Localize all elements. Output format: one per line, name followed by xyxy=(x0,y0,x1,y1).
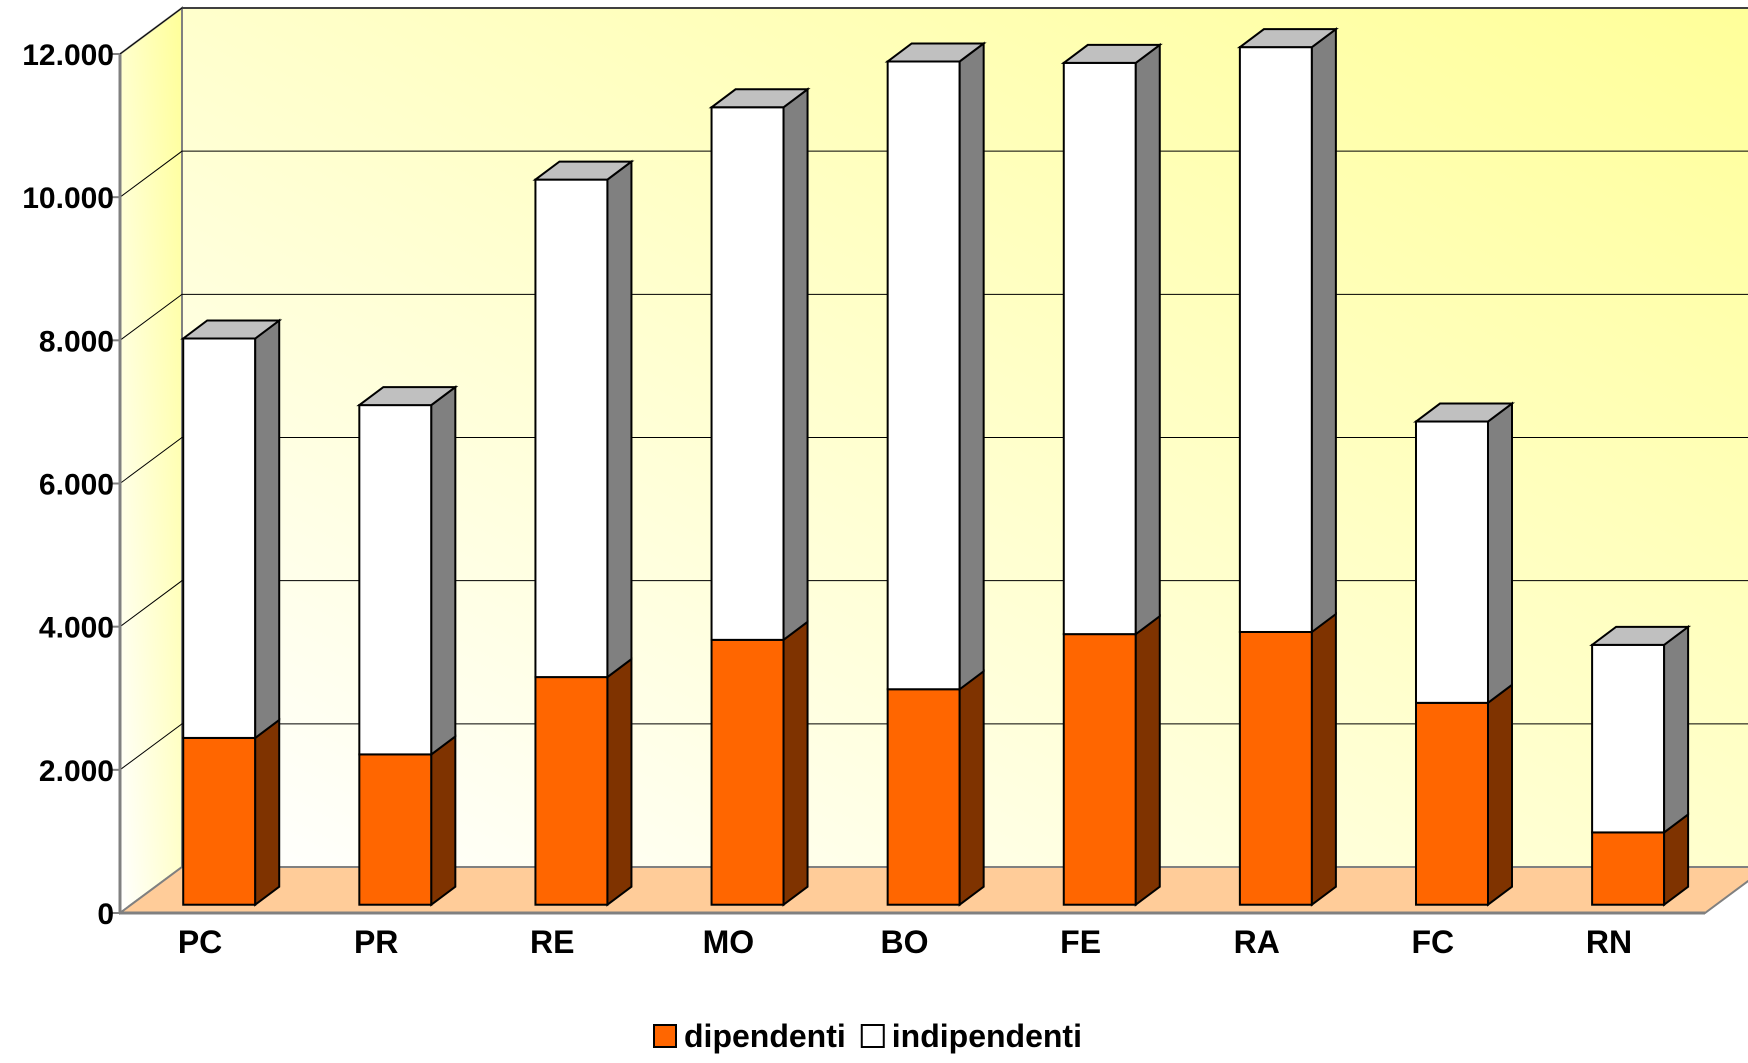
bars xyxy=(180,27,1692,907)
bar-RA xyxy=(1236,27,1339,907)
bar-segment-BO-indipendenti xyxy=(886,60,961,691)
bar-top-RE xyxy=(532,160,635,181)
bar-segment-PR-dipendenti xyxy=(358,753,433,906)
gridline-5 xyxy=(119,150,1748,198)
y-tick-label-2: 4.000 xyxy=(39,612,114,645)
bar-RN xyxy=(1589,624,1692,907)
bar-side-RA-indipendenti xyxy=(1310,27,1337,634)
bar-side-FC-dipendenti xyxy=(1486,682,1513,907)
bar-segment-RN-dipendenti xyxy=(1591,831,1666,906)
bar-side-FE-indipendenti xyxy=(1134,42,1161,637)
bar-segment-PR-indipendenti xyxy=(358,404,433,756)
legend: dipendenti indipendenti xyxy=(653,1018,1082,1054)
gridline-6 xyxy=(119,7,1748,55)
x-label-PR: PR xyxy=(354,924,398,960)
bar-top-PR xyxy=(356,386,459,407)
bar-side-PC-indipendenti xyxy=(254,318,281,740)
bar-FE xyxy=(1060,42,1163,907)
y-tick-label-5: 10.000 xyxy=(22,182,114,215)
bar-FC xyxy=(1412,401,1515,907)
bar-side-FC-indipendenti xyxy=(1486,401,1513,705)
bar-segment-RA-dipendenti xyxy=(1238,630,1313,906)
gridlines xyxy=(119,7,1748,771)
x-label-RN: RN xyxy=(1586,924,1632,960)
bar-side-BO-dipendenti xyxy=(958,669,985,907)
bar-side-RE-indipendenti xyxy=(606,159,633,680)
bar-side-FE-dipendenti xyxy=(1134,614,1161,907)
bar-top-FC xyxy=(1412,402,1515,423)
bar-MO xyxy=(708,87,811,907)
bar-side-RA-dipendenti xyxy=(1310,611,1337,907)
bar-side-MO-indipendenti xyxy=(782,87,809,642)
y-tick-label-6: 12.000 xyxy=(22,39,114,72)
bar-side-PC-dipendenti xyxy=(254,717,281,907)
bar-side-PR-indipendenti xyxy=(430,385,457,757)
bar-side-MO-dipendenti xyxy=(782,619,809,907)
x-label-FC: FC xyxy=(1412,924,1455,960)
bar-segment-FC-indipendenti xyxy=(1414,420,1489,704)
bar-top-PC xyxy=(180,319,283,340)
legend-label-dipendenti: dipendenti xyxy=(684,1018,846,1054)
y-tick-label-4: 8.000 xyxy=(39,325,114,358)
y-axis-ticks: 0 2.000 4.000 6.000 8.000 10.000 12.000 xyxy=(22,39,120,931)
bar-segment-MO-indipendenti xyxy=(710,106,785,641)
bar-segment-PC-indipendenti xyxy=(182,337,257,739)
bar-segment-RE-indipendenti xyxy=(534,178,609,679)
legend-swatch-indipendenti xyxy=(860,1024,885,1048)
bar-segment-FC-dipendenti xyxy=(1414,701,1489,906)
bar-top-BO xyxy=(884,42,987,63)
gridline-2 xyxy=(119,580,1748,628)
gridline-3 xyxy=(119,437,1748,484)
bar-top-MO xyxy=(708,88,811,109)
bar-top-FE xyxy=(1060,43,1163,64)
x-label-RE: RE xyxy=(530,924,574,960)
y-tick-label-3: 6.000 xyxy=(39,469,114,502)
bar-BO xyxy=(884,41,987,907)
y-tick-label-0: 0 xyxy=(97,898,114,931)
x-label-RA: RA xyxy=(1234,924,1280,960)
bar-segment-RE-dipendenti xyxy=(534,676,609,906)
bar-segment-FE-dipendenti xyxy=(1062,633,1137,906)
bar-side-RN-indipendenti xyxy=(1663,624,1690,835)
bar-PC xyxy=(180,318,283,907)
bar-RE xyxy=(532,159,635,907)
y-tick-label-1: 2.000 xyxy=(39,755,114,788)
x-axis-labels: PC PR RE MO BO FE RA FC RN xyxy=(178,924,1632,960)
legend-label-indipendenti: indipendenti xyxy=(892,1018,1082,1054)
x-label-BO: BO xyxy=(881,924,929,960)
x-label-FE: FE xyxy=(1060,924,1101,960)
gridline-1 xyxy=(119,723,1748,771)
bar-PR xyxy=(356,385,459,907)
bar-top-RN xyxy=(1589,625,1692,646)
legend-swatch-dipendenti xyxy=(653,1024,677,1048)
bar-segment-FE-indipendenti xyxy=(1062,61,1137,636)
bar-side-PR-dipendenti xyxy=(430,734,457,907)
bar-top-RA xyxy=(1236,28,1339,49)
bar-segment-RA-indipendenti xyxy=(1238,46,1313,633)
bar-segment-MO-dipendenti xyxy=(710,638,785,906)
bar-side-RE-dipendenti xyxy=(606,657,633,907)
x-label-MO: MO xyxy=(703,924,755,960)
bar-segment-PC-dipendenti xyxy=(182,736,257,906)
bar-segment-RN-indipendenti xyxy=(1591,643,1666,834)
gridline-4 xyxy=(119,293,1748,341)
bar-segment-BO-dipendenti xyxy=(886,688,961,906)
bar-side-BO-indipendenti xyxy=(958,41,985,692)
x-label-PC: PC xyxy=(178,924,222,960)
